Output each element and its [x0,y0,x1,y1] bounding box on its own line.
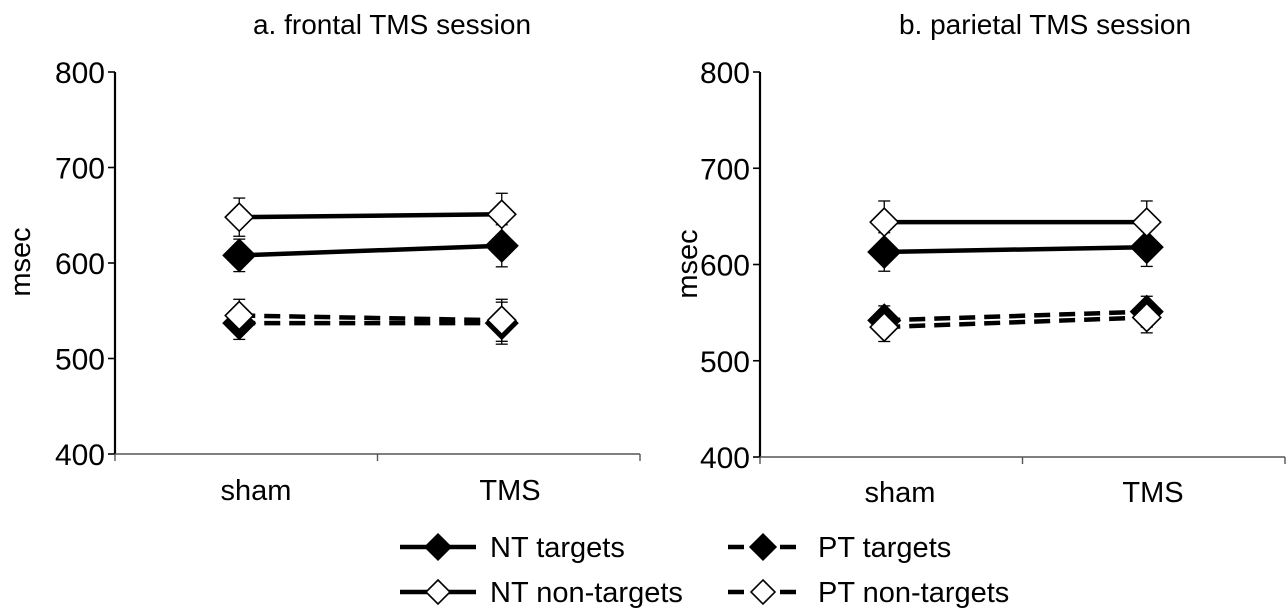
data-point [486,305,517,336]
data-point [1131,207,1162,238]
data-point [1131,302,1162,333]
legend-marker [423,532,453,562]
y-tick-label: 500 [55,344,105,377]
series-nt-targets [222,224,519,273]
y-tick-label: 800 [55,57,105,90]
y-tick-label: 600 [55,248,105,281]
series-line [884,244,1147,255]
series-pt-non-targets [224,298,517,342]
legend-entry-nt-non-targets: NT non-targets [400,577,683,609]
legend-label: PT targets [818,532,951,564]
series-nt-non-targets [224,192,517,237]
data-point [486,199,517,230]
y-tick-label: 400 [700,442,750,475]
series-pt-targets [222,301,519,345]
chart-title: b. parietal TMS session [899,9,1191,40]
data-point [867,234,902,270]
series-line [239,212,502,220]
legend-label: PT non-targets [818,577,1009,609]
y-tick-label: 800 [700,57,750,90]
data-point [1129,230,1164,265]
legend: NT targets PT targets NT non-targets PT non… [400,532,1009,609]
series-pt-non-targets [869,301,1162,343]
panel-parietal: b. parietal TMS session 400 500 600 700 800 sh… [672,9,1286,509]
x-tick-label-sham: sham [221,475,292,507]
x-tick-label-sham: sham [865,477,936,509]
y-axis-label: msec [672,229,704,298]
y-axis-label: msec [5,227,37,296]
data-point [869,311,900,343]
series-line [239,243,502,258]
legend-entry-pt-non-targets: PT non-targets [728,577,1009,609]
legend-entry-nt-targets: NT targets [400,532,625,564]
legend-entry-pt-targets: PT targets [728,532,951,564]
y-tick-label: 500 [700,346,750,379]
data-point [224,300,255,331]
y-tick-label: 600 [700,250,750,283]
x-tick-label-tms: TMS [479,475,540,507]
legend-label: NT non-targets [490,577,683,609]
panel-frontal: a. frontal TMS session 400 500 600 700 800 sha… [5,9,641,507]
x-tick-label-tms: TMS [1122,477,1183,509]
chart-title: a. frontal TMS session [253,9,531,40]
y-tick-label: 700 [55,153,105,186]
data-point [869,207,900,238]
series-nt-non-targets [869,200,1162,244]
legend-marker [749,578,777,606]
data-point [222,238,257,273]
series-pt-targets [867,294,1164,338]
legend-marker [424,578,452,606]
data-point [484,228,519,263]
data-point [224,202,255,233]
series-line [239,313,502,323]
series-line [884,309,1147,323]
series-nt-targets [867,227,1164,272]
y-tick-label: 400 [55,439,105,472]
legend-label: NT targets [490,532,625,564]
y-tick-label: 700 [700,153,750,186]
series-line [884,315,1147,330]
legend-marker [748,532,778,562]
